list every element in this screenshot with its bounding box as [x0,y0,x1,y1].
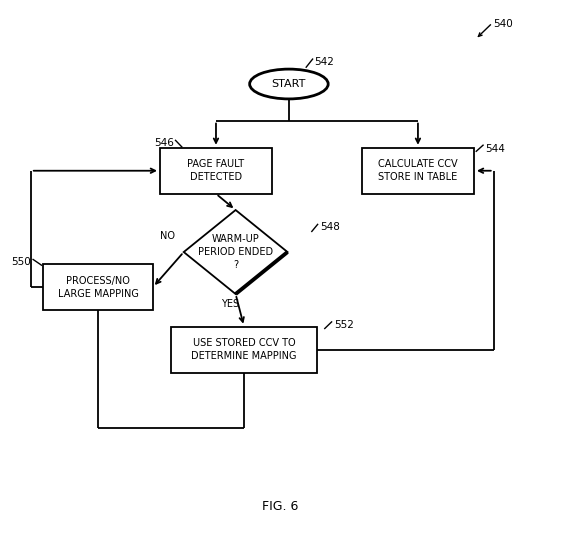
Text: 550: 550 [11,257,31,267]
FancyBboxPatch shape [362,147,474,194]
Text: USE STORED CCV TO
DETERMINE MAPPING: USE STORED CCV TO DETERMINE MAPPING [191,338,297,361]
Polygon shape [184,210,287,294]
Text: NO: NO [160,231,175,241]
Text: 542: 542 [314,57,334,67]
Text: START: START [272,79,306,89]
FancyBboxPatch shape [160,147,272,194]
Text: 552: 552 [334,320,353,330]
Text: 546: 546 [154,138,174,148]
Text: FIG. 6: FIG. 6 [263,500,298,513]
Text: PAGE FAULT
DETECTED: PAGE FAULT DETECTED [187,159,245,182]
Text: 540: 540 [494,19,513,29]
Text: CALCULATE CCV
STORE IN TABLE: CALCULATE CCV STORE IN TABLE [378,159,458,182]
Text: 544: 544 [485,144,505,153]
Ellipse shape [250,69,328,99]
Text: 548: 548 [320,222,339,232]
Text: YES: YES [221,299,239,309]
FancyBboxPatch shape [43,264,153,310]
Text: PROCESS/NO
LARGE MAPPING: PROCESS/NO LARGE MAPPING [58,276,139,299]
FancyBboxPatch shape [171,326,317,373]
Text: WARM-UP
PERIOD ENDED
?: WARM-UP PERIOD ENDED ? [198,234,273,270]
